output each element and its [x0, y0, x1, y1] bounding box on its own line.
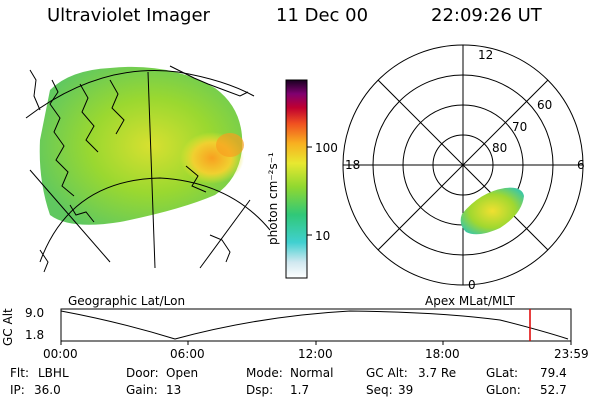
- bright-emission-spot: [216, 133, 244, 157]
- mode-value: Normal: [290, 366, 334, 380]
- filter-value: LBHL: [38, 366, 69, 380]
- gain-value: 13: [166, 383, 182, 397]
- dsp-label: Dsp:: [246, 383, 274, 397]
- instrument-title: Ultraviolet Imager: [47, 5, 210, 26]
- ip-label: IP:: [10, 383, 25, 397]
- polar-plot: [342, 44, 584, 286]
- glat-value: 79.4: [540, 366, 567, 380]
- mlt-label-12: 12: [478, 48, 494, 62]
- altitude-ytick-9: 9.0: [25, 306, 45, 320]
- geographic-grid: [25, 69, 271, 269]
- altitude-plot: [60, 308, 572, 345]
- mlat-label-60: 60: [537, 98, 553, 112]
- door-label: Door:: [126, 366, 159, 380]
- gc-alt-value: 3.7 Re: [418, 366, 457, 380]
- mlt-label-0: 0: [468, 278, 476, 292]
- door-value: Open: [166, 366, 199, 380]
- seq-label: Seq:: [366, 383, 393, 397]
- coastlines: [29, 65, 249, 273]
- glon-value: 52.7: [540, 383, 567, 397]
- seq-value: 39: [398, 383, 414, 397]
- mlt-label-6: 6: [577, 158, 585, 172]
- dsp-value: 1.7: [290, 383, 310, 397]
- mlt-label-18: 18: [345, 158, 361, 172]
- geographic-map: [25, 65, 271, 273]
- colorbar-unit-label: photon cm⁻²s⁻¹: [266, 152, 280, 245]
- altitude-ytick-1-8: 1.8: [25, 328, 45, 342]
- glat-label: GLat:: [486, 366, 519, 380]
- geographic-caption: Geographic Lat/Lon: [68, 294, 186, 308]
- altitude-xtick: 06:00: [170, 347, 205, 361]
- altitude-xtick: 00:00: [43, 347, 78, 361]
- altitude-xtick: 12:00: [298, 347, 333, 361]
- time-label: 22:09:26 UT: [431, 5, 542, 26]
- altitude-ylabel: GC Alt: [1, 308, 15, 346]
- colorbar: [285, 79, 312, 279]
- altitude-xtick: 18:00: [425, 347, 460, 361]
- glon-label: GLon:: [486, 383, 521, 397]
- colorbar-tick-10: 10: [315, 229, 331, 243]
- mlat-label-80: 80: [492, 141, 508, 155]
- auroral-emission-region: [39, 66, 243, 225]
- filter-label: Flt:: [10, 366, 29, 380]
- colorbar-tick-100: 100: [315, 141, 338, 155]
- polar-emission: [460, 187, 524, 235]
- mlat-label-70: 70: [512, 120, 528, 134]
- polar-caption: Apex MLat/MLT: [425, 294, 515, 308]
- altitude-xtick: 23:59: [554, 347, 589, 361]
- ip-value: 36.0: [34, 383, 61, 397]
- gc-alt-label: GC Alt:: [366, 366, 408, 380]
- gain-label: Gain:: [126, 383, 158, 397]
- mode-label: Mode:: [246, 366, 283, 380]
- date-label: 11 Dec 00: [276, 5, 369, 26]
